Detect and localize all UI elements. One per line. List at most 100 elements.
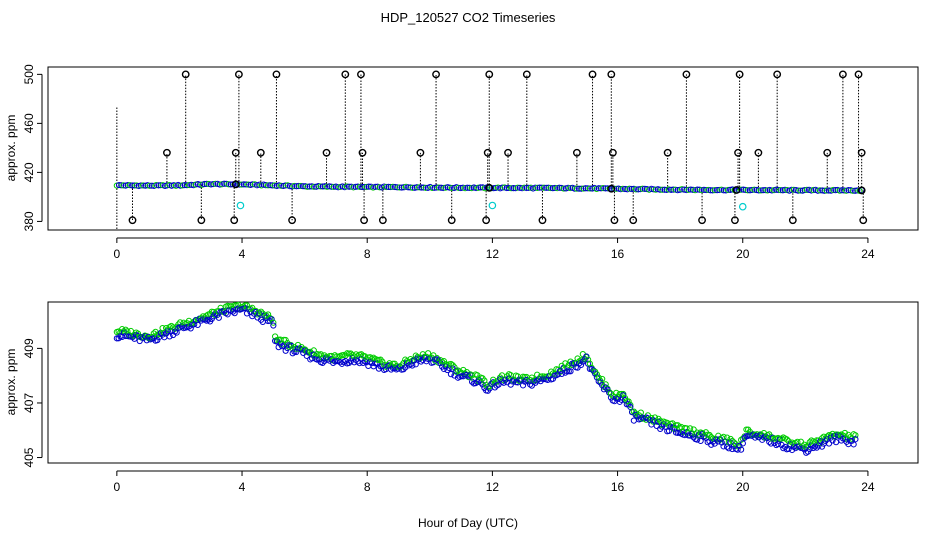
flag-point-mid: [483, 148, 492, 157]
flag-point-high: [735, 70, 744, 79]
baseline-point: [560, 185, 567, 192]
flag-point-base: [485, 183, 494, 192]
baseline-point: [297, 182, 304, 190]
baseline-point: [473, 184, 480, 192]
baseline-point: [709, 187, 716, 194]
baseline-point: [814, 187, 821, 194]
baseline-point: [604, 185, 611, 192]
flag-point-base: [857, 186, 866, 195]
baseline-point: [319, 183, 326, 190]
flag-point-base: [231, 180, 240, 189]
main-series-point: [289, 350, 296, 357]
baseline-point: [637, 185, 644, 193]
top-x-tick-label: 16: [611, 247, 625, 261]
alt-series-point: [593, 371, 601, 378]
alt-series-point: [440, 358, 448, 365]
baseline-point: [584, 185, 591, 192]
baseline-point: [639, 185, 646, 192]
baseline-point: [385, 183, 392, 190]
baseline-point: [696, 186, 703, 193]
baseline-point: [394, 184, 401, 191]
bottom-plot-frame: [47, 301, 919, 464]
alt-series-point: [621, 394, 629, 402]
baseline-point: [632, 186, 640, 193]
flag-point-low: [731, 216, 739, 225]
baseline-point: [556, 184, 563, 191]
alt-series-point: [282, 336, 289, 344]
baseline-point: [210, 180, 217, 188]
baseline-point: [665, 186, 672, 193]
baseline-point: [387, 183, 394, 191]
flag-point-high: [522, 70, 531, 79]
flag-point-mid: [256, 148, 265, 157]
main-series-point: [567, 368, 574, 375]
flag-point-low: [788, 216, 797, 225]
flag-point-low: [197, 216, 206, 225]
main-series-point: [231, 310, 238, 317]
alt-series-point: [577, 357, 585, 364]
flag-point-high: [485, 70, 494, 79]
flag-point-high: [588, 70, 597, 79]
baseline-point: [626, 185, 633, 192]
flag-point-mid: [322, 148, 331, 157]
baseline-point: [742, 186, 749, 194]
baseline-point: [505, 184, 513, 192]
figure-title: HDP_120527 CO2 Timeseries: [381, 10, 556, 25]
baseline-point: [477, 184, 484, 191]
baseline-point: [661, 186, 668, 193]
bottom-x-axis: 0 4 8 12 16 20 24: [114, 470, 875, 494]
bottom-panel: 0 4 8 12 16 20 24 405 407 409 approx. ppm: [4, 301, 919, 494]
baseline-point: [304, 183, 311, 190]
main-series-point: [266, 317, 273, 324]
flag-point-low: [288, 216, 297, 225]
baseline-point: [437, 184, 445, 191]
baseline-point: [153, 181, 160, 189]
baseline-point: [532, 184, 539, 191]
baseline-point: [120, 182, 127, 189]
baseline-point: [389, 183, 396, 190]
main-series-point: [752, 434, 759, 441]
baseline-point: [155, 182, 162, 189]
baseline-point: [659, 186, 666, 193]
baseline-point: [407, 184, 414, 191]
baseline-point: [819, 187, 826, 194]
alt-series-point: [785, 438, 792, 445]
baseline-point: [770, 187, 778, 194]
baseline-point: [315, 183, 322, 190]
baseline-point: [816, 187, 824, 194]
top-panel: 0 4 8 12 16 20 24 380 420 460 500 approx. ppm: [4, 64, 919, 261]
baseline-point: [140, 182, 147, 189]
flag-point-high: [272, 70, 281, 79]
main-series-point: [848, 437, 855, 444]
baseline-point: [768, 187, 775, 194]
baseline-point: [762, 187, 769, 194]
baseline-point: [543, 184, 550, 191]
baseline-point: [126, 182, 134, 189]
top-y-axis-label: approx. ppm: [4, 115, 18, 182]
main-series-point: [495, 381, 502, 388]
baseline-point: [523, 184, 530, 192]
baseline-point: [810, 186, 817, 194]
baseline-point: [838, 187, 846, 194]
flag-point-base: [732, 186, 741, 194]
baseline-point: [299, 183, 307, 190]
baseline-point: [628, 185, 635, 193]
top-y-tick-label: 420: [22, 162, 36, 182]
baseline-point: [795, 187, 802, 194]
baseline-point: [245, 181, 252, 188]
baseline-point: [359, 183, 366, 191]
main-series-point: [215, 314, 222, 321]
baseline-point: [801, 186, 808, 194]
bottom-x-tick-label: 0: [114, 480, 121, 494]
flag-point-mid: [358, 148, 367, 157]
baseline-point: [376, 184, 383, 191]
baseline-point: [466, 184, 473, 191]
baseline-point: [757, 187, 764, 194]
baseline-point: [363, 183, 370, 191]
baseline-point: [720, 187, 727, 194]
main-series-point: [832, 439, 840, 446]
baseline-point: [790, 186, 797, 193]
baseline-point: [225, 181, 232, 188]
baseline-point: [221, 180, 228, 187]
alt-series-point: [599, 375, 606, 383]
